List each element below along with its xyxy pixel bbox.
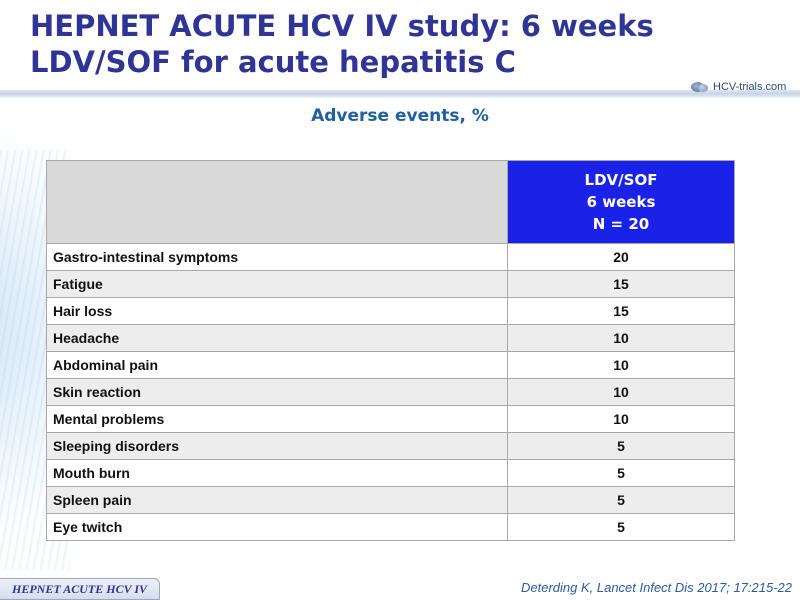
adverse-event-percent: 20 [507,243,735,271]
adverse-event-percent: 10 [507,324,735,352]
footer-study-badge: HEPNET ACUTE HCV IV [0,578,160,600]
header-arm-cell: LDV/SOF 6 weeks N = 20 [507,160,735,244]
adverse-event-label: Spleen pain [46,486,508,514]
adverse-event-label: Mental problems [46,405,508,433]
adverse-event-percent: 10 [507,351,735,379]
adverse-event-label: Mouth burn [46,459,508,487]
citation: Deterding K, Lancet Infect Dis 2017; 17:… [520,580,792,595]
title-line-2: LDV/SOF for acute hepatitis C [30,45,516,79]
table-row: Mouth burn 5 [46,459,735,487]
adverse-event-percent: 5 [507,432,735,460]
logo-text: HCV-trials.com [713,81,787,93]
adverse-event-percent: 10 [507,405,735,433]
adverse-event-label: Hair loss [46,297,508,325]
adverse-event-label: Eye twitch [46,513,508,541]
arm-n-label: N = 20 [592,215,650,233]
table-row: Headache 10 [46,324,735,352]
table-row: Spleen pain 5 [46,486,735,514]
adverse-event-label: Skin reaction [46,378,508,406]
table-body: Gastro-intestinal symptoms 20 Fatigue 15 Hai… [46,243,735,541]
table-subtitle: Adverse events, % [311,106,489,126]
adverse-event-label: Sleeping disorders [46,432,508,460]
adverse-event-label: Headache [46,324,508,352]
hcv-trials-logo: HCV-trials.com [690,76,795,98]
arm-drug-label: LDV/SOF [584,171,658,189]
table-row: Gastro-intestinal symptoms 20 [46,243,735,271]
slide-title: HEPNET ACUTE HCV IV study: 6 weeks LDV/S… [30,8,690,80]
table-row: Sleeping disorders 5 [46,432,735,460]
adverse-events-table: LDV/SOF 6 weeks N = 20 Gastro-intestinal… [46,160,735,541]
adverse-event-label: Gastro-intestinal symptoms [46,243,508,271]
adverse-event-percent: 10 [507,378,735,406]
table-row: Skin reaction 10 [46,378,735,406]
table-row: Eye twitch 5 [46,513,735,541]
table-row: Fatigue 15 [46,270,735,298]
adverse-event-label: Abdominal pain [46,351,508,379]
adverse-event-percent: 5 [507,459,735,487]
logo-icon [690,80,710,94]
adverse-event-percent: 15 [507,270,735,298]
adverse-event-percent: 15 [507,297,735,325]
adverse-event-percent: 5 [507,513,735,541]
table-header-row: LDV/SOF 6 weeks N = 20 [46,160,735,244]
adverse-event-label: Fatigue [46,270,508,298]
title-line-1: HEPNET ACUTE HCV IV study: 6 weeks [30,9,654,43]
table-row: Abdominal pain 10 [46,351,735,379]
adverse-event-percent: 5 [507,486,735,514]
arm-duration-label: 6 weeks [586,193,656,211]
footer-study-label: HEPNET ACUTE HCV IV [12,581,148,596]
header-divider [0,90,800,98]
header-blank-cell [46,160,508,244]
table-row: Hair loss 15 [46,297,735,325]
table-row: Mental problems 10 [46,405,735,433]
